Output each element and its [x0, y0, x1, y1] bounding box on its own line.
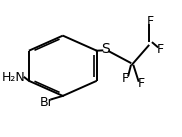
Text: S: S — [101, 42, 110, 56]
Text: F: F — [122, 72, 129, 85]
Text: H₂N: H₂N — [2, 71, 26, 84]
Text: Br: Br — [40, 96, 54, 109]
Text: F: F — [138, 77, 145, 90]
Text: F: F — [157, 43, 164, 56]
Text: F: F — [146, 15, 154, 28]
